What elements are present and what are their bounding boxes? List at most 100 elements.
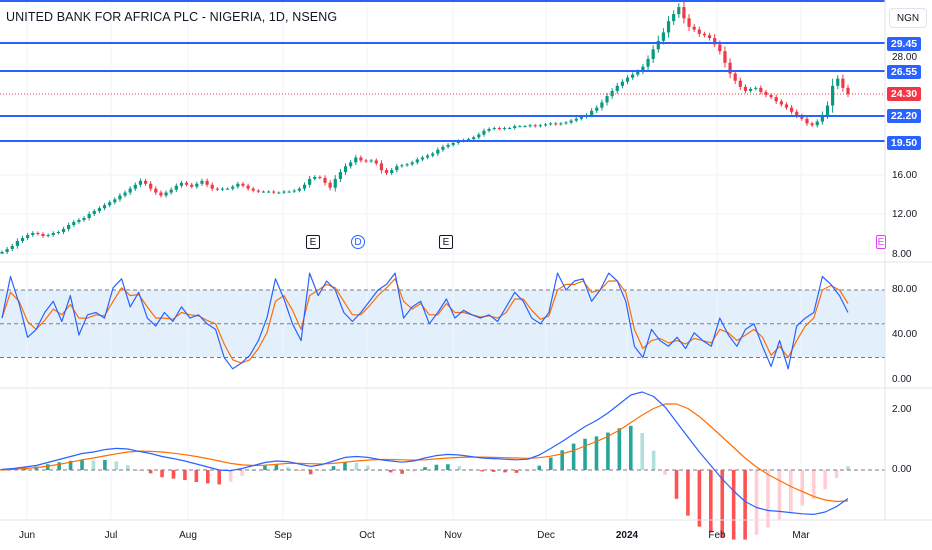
macd-histogram-bar xyxy=(205,470,210,484)
candle-body xyxy=(841,78,845,88)
candle-body xyxy=(733,73,737,81)
candle-body xyxy=(472,137,476,140)
candle-body xyxy=(738,80,742,87)
candle-body xyxy=(287,191,291,193)
macd-histogram-bar xyxy=(354,462,359,470)
candle-body xyxy=(707,35,712,39)
candle-body xyxy=(605,96,609,103)
candle-body xyxy=(508,128,512,130)
candle-body xyxy=(26,235,30,238)
macd-histogram-bar xyxy=(34,466,39,470)
dividend-marker[interactable]: D xyxy=(351,235,365,249)
candle-body xyxy=(569,120,573,123)
level-badge-26-55: 26.55 xyxy=(887,65,921,79)
macd-histogram-bar xyxy=(137,470,141,471)
time-label-nov: Nov xyxy=(444,530,462,541)
candle-body xyxy=(820,114,824,122)
candle-body xyxy=(790,107,794,112)
time-label-jun: Jun xyxy=(18,530,36,541)
earnings-marker[interactable]: E xyxy=(306,235,320,249)
candle-body xyxy=(82,218,86,220)
macd-histogram-bar xyxy=(331,466,336,470)
candle-body xyxy=(267,191,271,193)
currency-button[interactable]: NGN xyxy=(889,8,927,28)
candle-body xyxy=(436,149,440,154)
macd-histogram-bar xyxy=(846,466,850,470)
stoch-tick-40: 40.00 xyxy=(892,329,918,340)
macd-histogram-bar xyxy=(766,470,770,528)
macd-histogram-bar xyxy=(388,470,393,473)
candle-body xyxy=(328,182,332,188)
candle-body xyxy=(425,155,430,158)
upcoming-earnings-marker[interactable]: E xyxy=(876,235,886,249)
candle-body xyxy=(261,191,266,193)
candle-body xyxy=(77,220,81,222)
candle-body xyxy=(805,118,809,124)
candle-body xyxy=(31,233,35,235)
candle-body xyxy=(702,33,707,36)
candle-body xyxy=(518,126,522,128)
earnings-marker[interactable]: E xyxy=(439,235,453,249)
candle-body xyxy=(784,104,789,108)
candle-body xyxy=(466,139,471,141)
macd-histogram-bar xyxy=(297,470,302,471)
level-badge-19-50: 19.50 xyxy=(887,136,921,150)
macd-histogram-bar xyxy=(217,470,222,485)
macd-histogram-bar xyxy=(68,460,73,470)
macd-histogram-bar xyxy=(686,470,690,516)
macd-histogram-bar xyxy=(571,443,576,470)
candle-body xyxy=(400,165,404,167)
candle-body xyxy=(595,107,599,111)
candle-body xyxy=(272,191,276,193)
candle-body xyxy=(815,121,819,126)
candle-body xyxy=(123,192,127,196)
candle-body xyxy=(51,233,55,235)
candle-body xyxy=(759,87,763,92)
macd-histogram-bar xyxy=(286,467,290,470)
macd-line xyxy=(1,391,849,516)
candle-body xyxy=(743,86,748,91)
candle-body xyxy=(590,110,594,115)
macd-histogram-bar xyxy=(411,470,416,472)
candle-body xyxy=(559,123,563,125)
candle-body xyxy=(118,195,122,200)
candle-body xyxy=(236,183,240,187)
candle-body xyxy=(15,241,19,246)
price-candles xyxy=(0,1,850,254)
macd-histogram-bar xyxy=(91,460,96,470)
candle-body xyxy=(108,202,112,206)
macd-tick-2: 2.00 xyxy=(892,404,912,415)
candle-body xyxy=(487,128,491,131)
time-label-dec: Dec xyxy=(537,530,555,541)
candle-body xyxy=(308,178,312,185)
candle-body xyxy=(174,185,178,190)
candle-body xyxy=(395,166,399,171)
candle-body xyxy=(405,164,409,166)
candle-body xyxy=(641,66,645,72)
candle-body xyxy=(420,157,425,160)
candle-body xyxy=(200,180,204,184)
candle-body xyxy=(67,225,71,229)
candle-body xyxy=(795,111,799,116)
price-tick-12: 12.00 xyxy=(892,209,918,220)
candle-body xyxy=(384,170,389,174)
candle-body xyxy=(692,26,696,30)
candle-body xyxy=(138,180,143,185)
macd-tick-0: 0.00 xyxy=(892,464,912,475)
candle-body xyxy=(359,157,363,161)
candle-body xyxy=(666,21,671,33)
macd-histogram-bar xyxy=(754,470,759,535)
candle-body xyxy=(113,199,117,203)
candle-body xyxy=(205,180,209,185)
candle-body xyxy=(441,146,445,150)
time-label-aug: Aug xyxy=(179,530,197,541)
macd-histogram-bar xyxy=(583,438,587,470)
time-label-oct: Oct xyxy=(359,530,375,541)
horizontal-levels[interactable] xyxy=(0,0,885,142)
macd-histogram-bar xyxy=(537,465,542,470)
candle-body xyxy=(10,246,14,249)
candle-body xyxy=(615,85,619,91)
candle-body xyxy=(41,234,45,236)
stoch-k-line xyxy=(1,272,849,370)
